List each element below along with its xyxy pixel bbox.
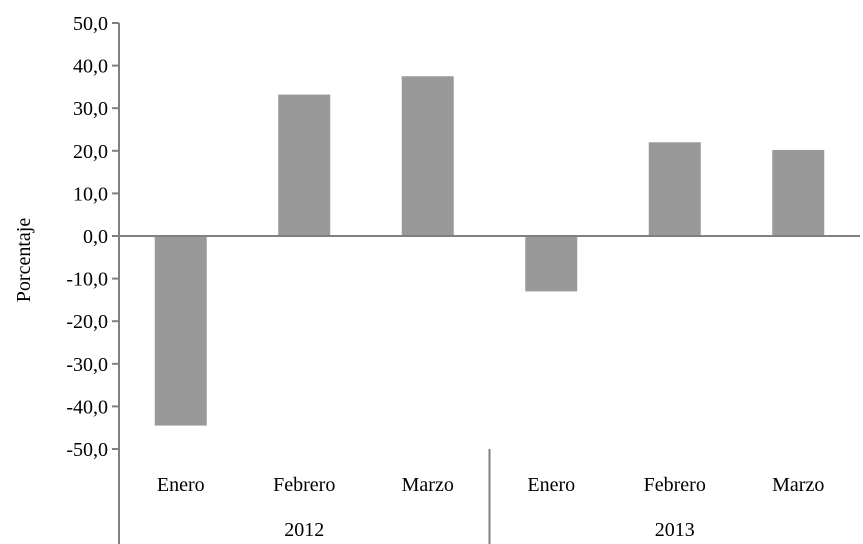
- x-axis: Enero Febrero Marzo Enero Febrero Marzo 2012 20…: [112, 235, 860, 544]
- y-tick-label: 50,0: [73, 13, 108, 35]
- x-tick-label: Febrero: [644, 474, 706, 496]
- x-tick-label: Marzo: [772, 474, 824, 496]
- group-label: 2013: [655, 519, 695, 541]
- x-tick-label: Enero: [527, 474, 575, 496]
- y-tick-label: -40,0: [66, 396, 108, 418]
- y-tick-label: 40,0: [73, 56, 108, 78]
- y-tick-label: -10,0: [66, 269, 108, 291]
- bar: [648, 142, 701, 236]
- y-tick-label: 0,0: [83, 226, 108, 248]
- y-tick-label: -20,0: [66, 311, 108, 333]
- y-tick-label: -30,0: [66, 354, 108, 376]
- bars: [154, 76, 825, 426]
- y-axis-title: Porcentaje: [13, 218, 35, 303]
- y-tick-label: 10,0: [73, 183, 108, 205]
- group-label: 2012: [284, 519, 324, 541]
- y-tick-label: 30,0: [73, 98, 108, 120]
- bar: [154, 236, 207, 426]
- x-tick-label: Enero: [157, 474, 205, 496]
- x-tick-label: Marzo: [402, 474, 454, 496]
- bar: [401, 76, 454, 236]
- bar: [772, 149, 825, 236]
- y-tick-label: 20,0: [73, 141, 108, 163]
- x-tick-label: Febrero: [273, 474, 335, 496]
- bar: [525, 236, 578, 292]
- y-axis: 50,0 40,0 30,0 20,0 10,0 0,0 -10,0 -20,0 -30,0 -4…: [66, 13, 120, 544]
- y-tick-label: -50,0: [66, 439, 108, 461]
- bar: [278, 94, 331, 237]
